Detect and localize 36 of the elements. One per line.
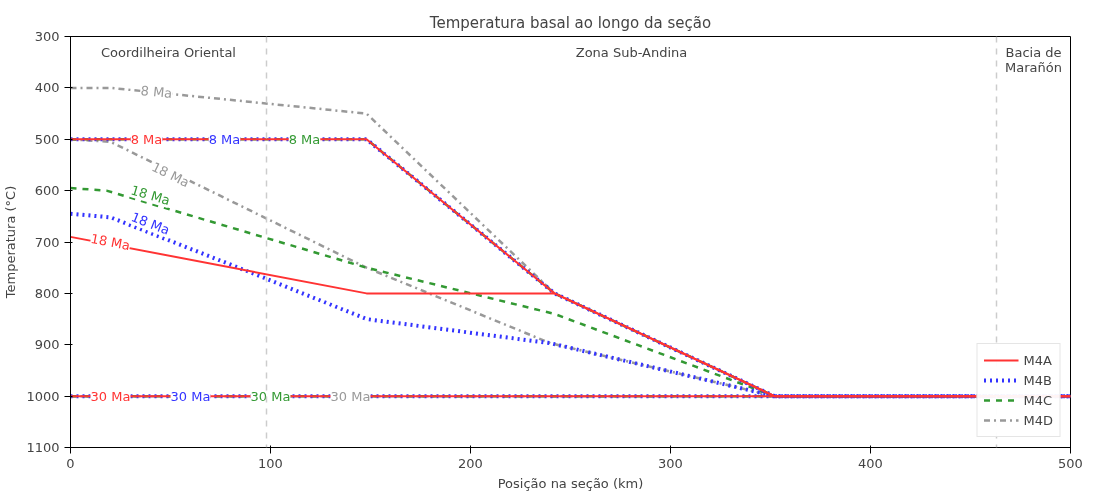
y-tick-label: 500 (34, 131, 60, 147)
y-tick-label: 800 (34, 285, 60, 301)
annotation: 18 Ma (129, 209, 172, 238)
annotation: 18 Ma (129, 182, 172, 209)
annotation: 18 Ma (149, 159, 192, 191)
annotation: Zona Sub-Andina (575, 44, 688, 60)
annotation: Coordilheira Oriental (101, 44, 236, 60)
x-tick-label: 400 (858, 455, 883, 471)
annotation: 8 Ma (208, 131, 241, 147)
y-tick-label: 300 (34, 29, 60, 44)
annotation: 18 Ma (89, 230, 132, 254)
annotation: 30 Ma (330, 388, 371, 404)
y-tick-label: 400 (34, 80, 60, 96)
legend-label: M4A (1023, 351, 1052, 369)
chart-title: Temperatura basal ao longo da seção (428, 13, 712, 32)
y-tick-label: 1000 (26, 388, 60, 404)
annotation: 8 Ma (288, 131, 321, 147)
x-tick-label: 200 (458, 455, 483, 471)
y-tick-label: 600 (34, 183, 60, 199)
annotation: 30 Ma (90, 388, 131, 404)
y-axis-title: Temperatura (°C) (3, 185, 19, 300)
x-tick-label: 300 (658, 455, 683, 471)
y-tick-label: 700 (34, 234, 60, 250)
legend-label: M4B (1023, 371, 1052, 389)
annotation: 30 Ma (170, 388, 211, 404)
y-tick-label: 1100 (26, 440, 60, 455)
legend-label: M4D (1023, 411, 1053, 429)
annotation: 30 Ma (250, 388, 291, 404)
x-tick-label: 500 (1058, 455, 1083, 471)
annotation: Bacia de Marañón (1005, 44, 1062, 75)
annotation: 8 Ma (130, 131, 163, 147)
x-tick-label: 100 (258, 455, 283, 471)
x-axis-title: Posição na seção (km) (497, 475, 644, 491)
legend-label: M4C (1023, 391, 1053, 409)
x-tick-label: 0 (66, 455, 75, 471)
y-tick-label: 900 (34, 337, 60, 353)
